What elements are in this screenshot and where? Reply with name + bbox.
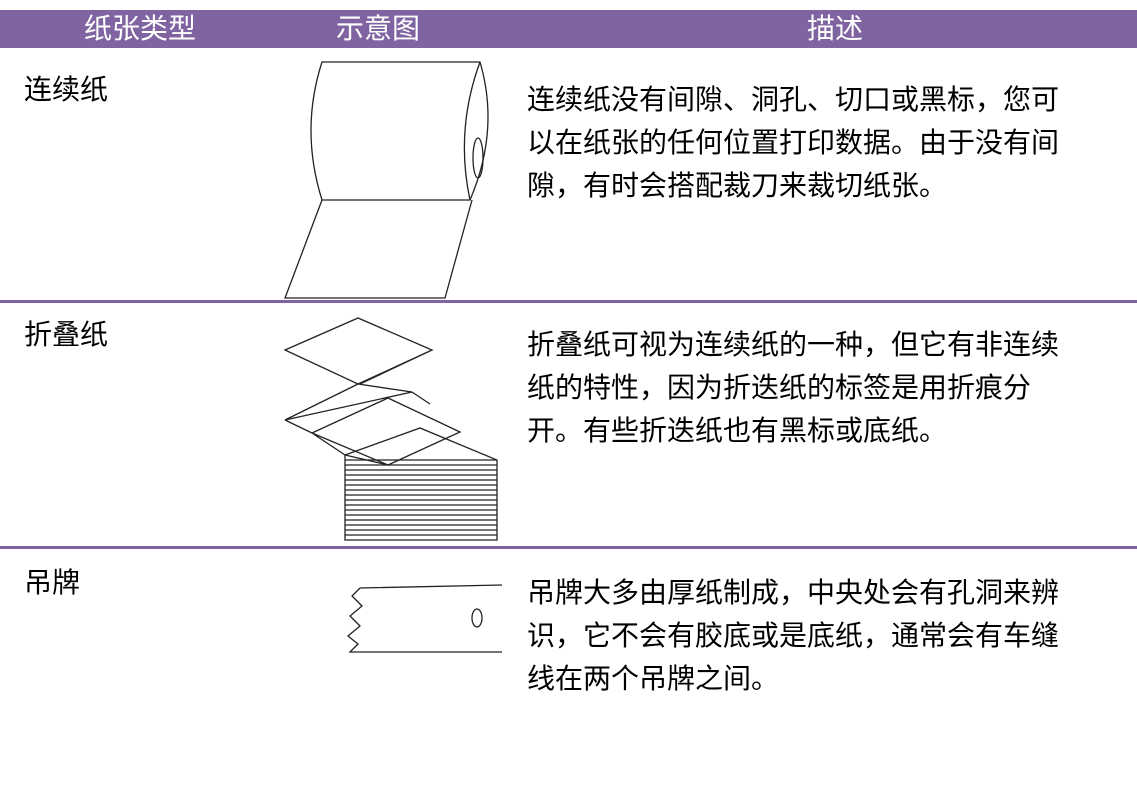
roll-hole [472,137,484,179]
paper-type: 折叠纸 [24,318,109,351]
row-separator [0,300,1137,303]
description-line: 识，它不会有胶底或是底纸，通常会有车缝 [527,619,1060,652]
fanfold-illustration [283,317,462,466]
description-line: 连续纸没有间隙、洞孔、切口或黑标，您可 [527,83,1060,116]
tag-illustration [346,584,503,653]
description: 连续纸没有间隙、洞孔、切口或黑标，您可 以在纸张的任何位置打印数据。由于没有间 … [527,78,1137,207]
description: 吊牌大多由厚纸制成，中央处会有孔洞来辨 识，它不会有胶底或是底纸，通常会有车缝 … [527,571,1137,700]
header-bar [0,10,1137,48]
description-line: 吊牌大多由厚纸制成，中央处会有孔洞来辨 [527,576,1060,609]
description-line: 开。有些折迭纸也有黑标或底纸。 [527,414,948,447]
fanfold-stack [344,427,498,541]
description-line: 纸的特性，因为折迭纸的标签是用折痕分 [527,371,1032,404]
header-cell: 描述 [806,12,863,45]
header-cell: 纸张类型 [83,12,196,45]
row-separator [0,546,1137,549]
paper-type: 吊牌 [24,566,81,599]
description-line: 折叠纸可视为连续纸的一种，但它有非连续 [527,328,1060,361]
tag-hole [471,608,483,628]
roll-paper [284,199,473,299]
description-line: 隙，有时会搭配裁刀来裁切纸张。 [527,169,948,202]
paper-type: 连续纸 [24,73,109,106]
roll-illustration [310,61,489,201]
description-line: 线在两个吊牌之间。 [527,662,780,695]
description: 折叠纸可视为连续纸的一种，但它有非连续 纸的特性，因为折迭纸的标签是用折痕分 开… [527,323,1137,452]
header-cell: 示意图 [335,12,420,45]
description-line: 以在纸张的任何位置打印数据。由于没有间 [527,126,1060,159]
roll-edge [463,61,481,201]
